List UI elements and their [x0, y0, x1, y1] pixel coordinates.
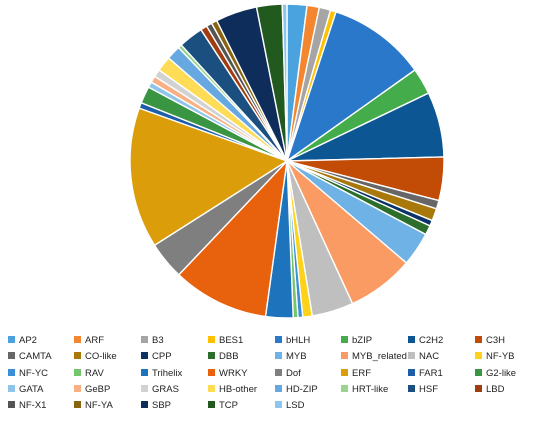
legend-swatch [208, 352, 215, 359]
legend-swatch [475, 336, 482, 343]
legend-label: MYB [286, 351, 307, 362]
legend-swatch [141, 401, 148, 408]
legend-label: ERF [352, 368, 371, 379]
legend-swatch [341, 336, 348, 343]
legend-swatch [341, 385, 348, 392]
legend-label: AP2 [19, 335, 37, 346]
legend-swatch [74, 369, 81, 376]
pie-slice-bhlh [285, 10, 416, 163]
legend-label: C2H2 [419, 335, 443, 346]
legend-swatch [74, 401, 81, 408]
legend-label: RAV [85, 368, 104, 379]
legend-label: NAC [419, 351, 439, 362]
legend-label: NF-YB [486, 351, 515, 362]
legend-swatch [8, 336, 15, 343]
legend-label: Dof [286, 368, 301, 379]
legend-label: DBB [219, 351, 239, 362]
legend-swatch [275, 352, 282, 359]
legend-label: GRAS [152, 384, 179, 395]
legend-swatch [141, 385, 148, 392]
legend-label: G2-like [486, 368, 516, 379]
legend-swatch [74, 352, 81, 359]
legend-label: MYB_related [352, 351, 407, 362]
legend-swatch [8, 401, 15, 408]
legend-swatch [208, 401, 215, 408]
legend-label: LSD [286, 400, 305, 411]
legend-swatch [208, 385, 215, 392]
legend-swatch [141, 336, 148, 343]
legend-label: FAR1 [419, 368, 443, 379]
legend-swatch [475, 352, 482, 359]
legend-label: HB-other [219, 384, 257, 395]
legend-label: LBD [486, 384, 505, 395]
legend-label: HSF [419, 384, 438, 395]
legend-label: TCP [219, 400, 238, 411]
legend-swatch [208, 369, 215, 376]
legend-swatch [275, 385, 282, 392]
legend-swatch [475, 369, 482, 376]
legend-swatch [475, 385, 482, 392]
pie-slices [129, 3, 445, 319]
legend-label: GeBP [85, 384, 110, 395]
legend-swatch [341, 352, 348, 359]
legend-swatch [341, 369, 348, 376]
legend-swatch [408, 369, 415, 376]
legend-label: HRT-like [352, 384, 388, 395]
legend-label: NF-YC [19, 368, 48, 379]
pie-slice-lsd [281, 3, 288, 162]
legend-swatch [275, 336, 282, 343]
legend-swatch [408, 336, 415, 343]
legend-swatch [74, 336, 81, 343]
legend-swatch [8, 369, 15, 376]
legend-swatch [275, 369, 282, 376]
legend-label: CO-like [85, 351, 117, 362]
legend-swatch [8, 352, 15, 359]
legend-swatch [141, 369, 148, 376]
legend-swatch [74, 385, 81, 392]
legend-label: NF-YA [85, 400, 113, 411]
legend-label: CPP [152, 351, 172, 362]
legend-label: B3 [152, 335, 164, 346]
legend-label: ARF [85, 335, 104, 346]
legend-swatch [141, 352, 148, 359]
legend-label: SBP [152, 400, 171, 411]
legend-label: BES1 [219, 335, 243, 346]
legend-label: bZIP [352, 335, 372, 346]
legend-label: C3H [486, 335, 505, 346]
legend-swatch [275, 401, 282, 408]
legend-label: bHLH [286, 335, 310, 346]
legend-label: Trihelix [152, 368, 183, 379]
legend-label: GATA [19, 384, 44, 395]
legend-label: NF-X1 [19, 400, 46, 411]
legend-label: CAMTA [19, 351, 52, 362]
pie-slice-erf [129, 107, 289, 247]
legend-swatch [408, 385, 415, 392]
legend: AP2 ARF B3 BES1 bHLH bZIP C2H2 C3H CAMTA CO-like C… [8, 335, 516, 411]
legend-swatch [408, 352, 415, 359]
legend-swatch [8, 385, 15, 392]
legend-swatch [208, 336, 215, 343]
pie-slice-wrky [177, 158, 288, 318]
legend-label: WRKY [219, 368, 248, 379]
legend-label: HD-ZIP [286, 384, 318, 395]
